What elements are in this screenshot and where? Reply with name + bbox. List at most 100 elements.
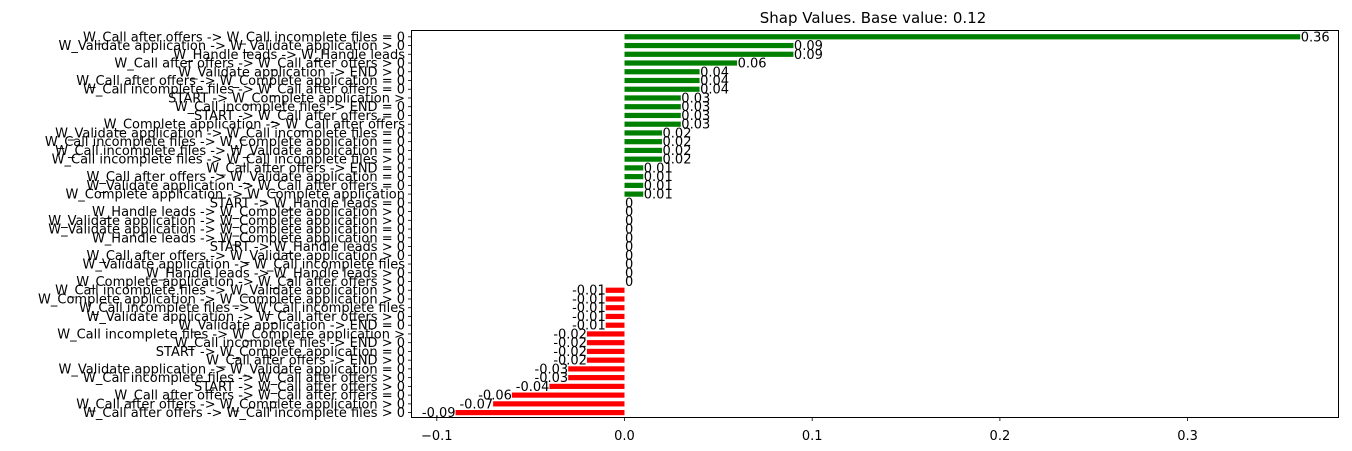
bar-value-label: 0.01: [644, 188, 673, 203]
y-tick-label: START -> W_Call after offers > 0: [194, 380, 405, 395]
bar-value-label: -0.02: [553, 327, 587, 342]
bar-value-label: 0: [625, 214, 633, 229]
bar: [624, 95, 681, 101]
bar: [624, 112, 681, 119]
y-tick-label: W_Handle leads -> W_Complete application…: [92, 231, 405, 246]
bar: [624, 69, 700, 75]
bar: [511, 392, 625, 398]
bar-value-label: 0.01: [644, 161, 673, 176]
y-tick-label: W_Validate application -> W_Complete app…: [48, 223, 405, 238]
y-tick-label: W_Complete application -> W_Complete app…: [65, 188, 405, 203]
bar-value-label: 0.06: [738, 57, 767, 72]
bar: [624, 104, 681, 110]
y-tick-label: W_Call after offers -> W_Validate applic…: [86, 249, 405, 264]
bar: [624, 77, 700, 84]
bar: [624, 121, 681, 127]
bar: [624, 60, 738, 66]
y-tick-label: W_Call after offers -> W_Call incomplete…: [83, 406, 405, 421]
y-tick-label: W_Validate application -> W_Complete app…: [48, 214, 405, 229]
bar-value-label: 0: [625, 258, 633, 273]
bar-value-label: 0.01: [644, 179, 673, 194]
bar-value-label: 0.02: [663, 144, 692, 159]
y-tick-label: START -> W_Handle leads > 0: [210, 240, 405, 255]
y-tick-label: START -> W_Complete application >: [168, 91, 405, 106]
y-tick-labels: W_Call after offers -> W_Call incomplete…: [38, 30, 405, 421]
y-tick-label: W_Call after offers -> W_Call after offe…: [114, 389, 405, 404]
bar-value-label: -0.02: [553, 354, 587, 369]
bar: [624, 191, 644, 197]
y-tick-label: W_Call incomplete files -> W_Complete ap…: [57, 327, 405, 342]
bar-value-label: -0.04: [516, 380, 550, 395]
y-tick-label: START -> W_Call after offers = 0: [194, 109, 405, 124]
y-tick-label: W_Validate application -> W_Validate app…: [59, 362, 405, 377]
bar-value-label: 0.03: [681, 91, 710, 106]
bar: [549, 383, 625, 389]
bar: [586, 331, 625, 337]
y-tick-label: W_Validate application -> END > 0: [178, 65, 405, 80]
y-tick-label: W_Validate application -> W_Call incompl…: [55, 126, 405, 141]
y-tick-label: W_Call incomplete files -> END = 0: [175, 100, 405, 115]
y-tick-label: W_Validate application -> W_Call after o…: [86, 179, 405, 194]
bar: [624, 42, 794, 49]
bar: [605, 296, 625, 302]
bar-value-label: 0.02: [663, 126, 692, 141]
y-tick-label: W_Call after offers -> W_Complete applic…: [76, 74, 405, 89]
bar-value-label: 0.02: [663, 135, 692, 150]
bar: [605, 305, 625, 311]
bar-value-label: 0: [625, 223, 633, 238]
bar-value-label: -0.01: [572, 310, 606, 325]
bar-value-label: -0.01: [572, 284, 606, 299]
y-tick-label: W_Call incomplete files -> W_Call after …: [83, 83, 405, 98]
bar: [568, 366, 625, 372]
y-tick-label: W_Call incomplete files -> W_Complete ap…: [45, 135, 405, 150]
y-tick-label: W_Call incomplete files -> W_Call incomp…: [52, 153, 405, 168]
bar-value-label: 0: [625, 266, 633, 281]
bar-value-label: 0: [625, 240, 633, 255]
bar-value-label: 0.04: [700, 74, 729, 89]
y-tick-label: W_Complete application -> W_Complete app…: [38, 292, 405, 307]
bar-value-label: -0.01: [572, 319, 606, 334]
bar-value-label: -0.01: [572, 301, 606, 316]
bar-value-label: 0.09: [794, 48, 823, 63]
bar-value-label: -0.07: [459, 397, 493, 412]
bar-value-label: -0.02: [553, 336, 587, 351]
y-tick-label: START -> W_Complete application = 0: [156, 345, 405, 360]
bar: [586, 357, 625, 363]
y-tick-label: START -> W_Handle leads = 0: [210, 196, 405, 211]
bar: [624, 174, 644, 180]
bars-group: [455, 34, 1301, 416]
y-tick-label: W_Handle leads -> W_Handle leads: [173, 48, 405, 63]
bar: [568, 375, 625, 381]
plot-frame: [411, 30, 1339, 418]
bar: [605, 287, 625, 293]
bar: [605, 322, 625, 328]
bar: [624, 51, 794, 57]
y-tick-label: W_Call after offers -> W_Validate applic…: [86, 170, 405, 185]
y-tick-label: W_Call incomplete files -> W_Validate ap…: [55, 144, 405, 159]
y-tick-label: W_Call after offers -> W_Call after offe…: [114, 57, 405, 72]
bar-value-label: -0.03: [535, 362, 569, 377]
bar-value-label: -0.09: [422, 406, 456, 421]
bar: [605, 313, 625, 320]
y-tick-label: W_Handle leads -> W_Complete application…: [92, 205, 405, 220]
bar: [624, 156, 663, 162]
y-tick-label: W_Call incomplete files -> W_Validate ap…: [55, 284, 405, 299]
y-tick-label: W_Complete application -> W_Call after o…: [104, 118, 406, 133]
x-tick-label: 0.1: [802, 429, 823, 444]
bar: [624, 139, 663, 145]
y-tick-label: W_Complete application -> W_Call after o…: [76, 275, 405, 290]
y-tick-label: W_Call after offers -> END = 0: [206, 161, 405, 176]
bar-value-label: 0.04: [700, 83, 729, 98]
x-tick-label: 0.2: [990, 429, 1011, 444]
bar: [624, 182, 644, 188]
bar-value-label: -0.02: [553, 345, 587, 360]
y-tick-label: W_Call after offers -> END > 0: [206, 354, 405, 369]
bar: [624, 86, 700, 92]
y-tick-label: W_Validate application -> W_Call after o…: [86, 310, 405, 325]
bar-value-label: -0.06: [478, 389, 512, 404]
bar-value-label: 0: [625, 205, 633, 220]
bar: [586, 340, 625, 346]
bar-value-label: 0.03: [681, 109, 710, 124]
bar-value-label: 0: [625, 249, 633, 264]
